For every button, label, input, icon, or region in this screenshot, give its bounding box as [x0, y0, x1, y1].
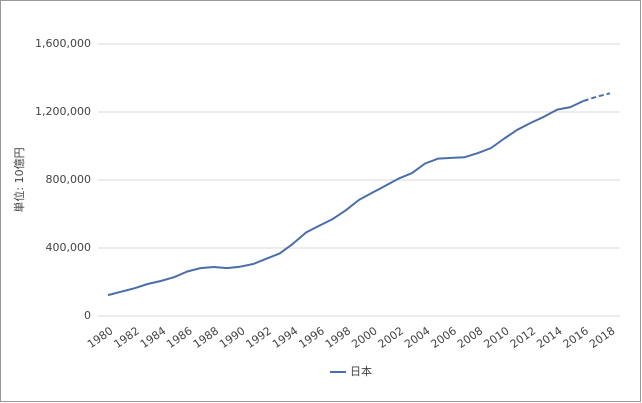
y-tick-label: 400,000: [46, 241, 92, 254]
legend-label: 日本: [350, 364, 372, 378]
y-axis-label: 単位: 10億円: [12, 147, 26, 212]
y-tick-label: 0: [84, 309, 91, 322]
y-tick-label: 1,600,000: [35, 37, 91, 50]
data-line: [107, 99, 585, 297]
y-tick-label: 1,200,000: [35, 105, 91, 118]
data-line: [583, 92, 611, 102]
y-tick-label: 800,000: [46, 173, 92, 186]
